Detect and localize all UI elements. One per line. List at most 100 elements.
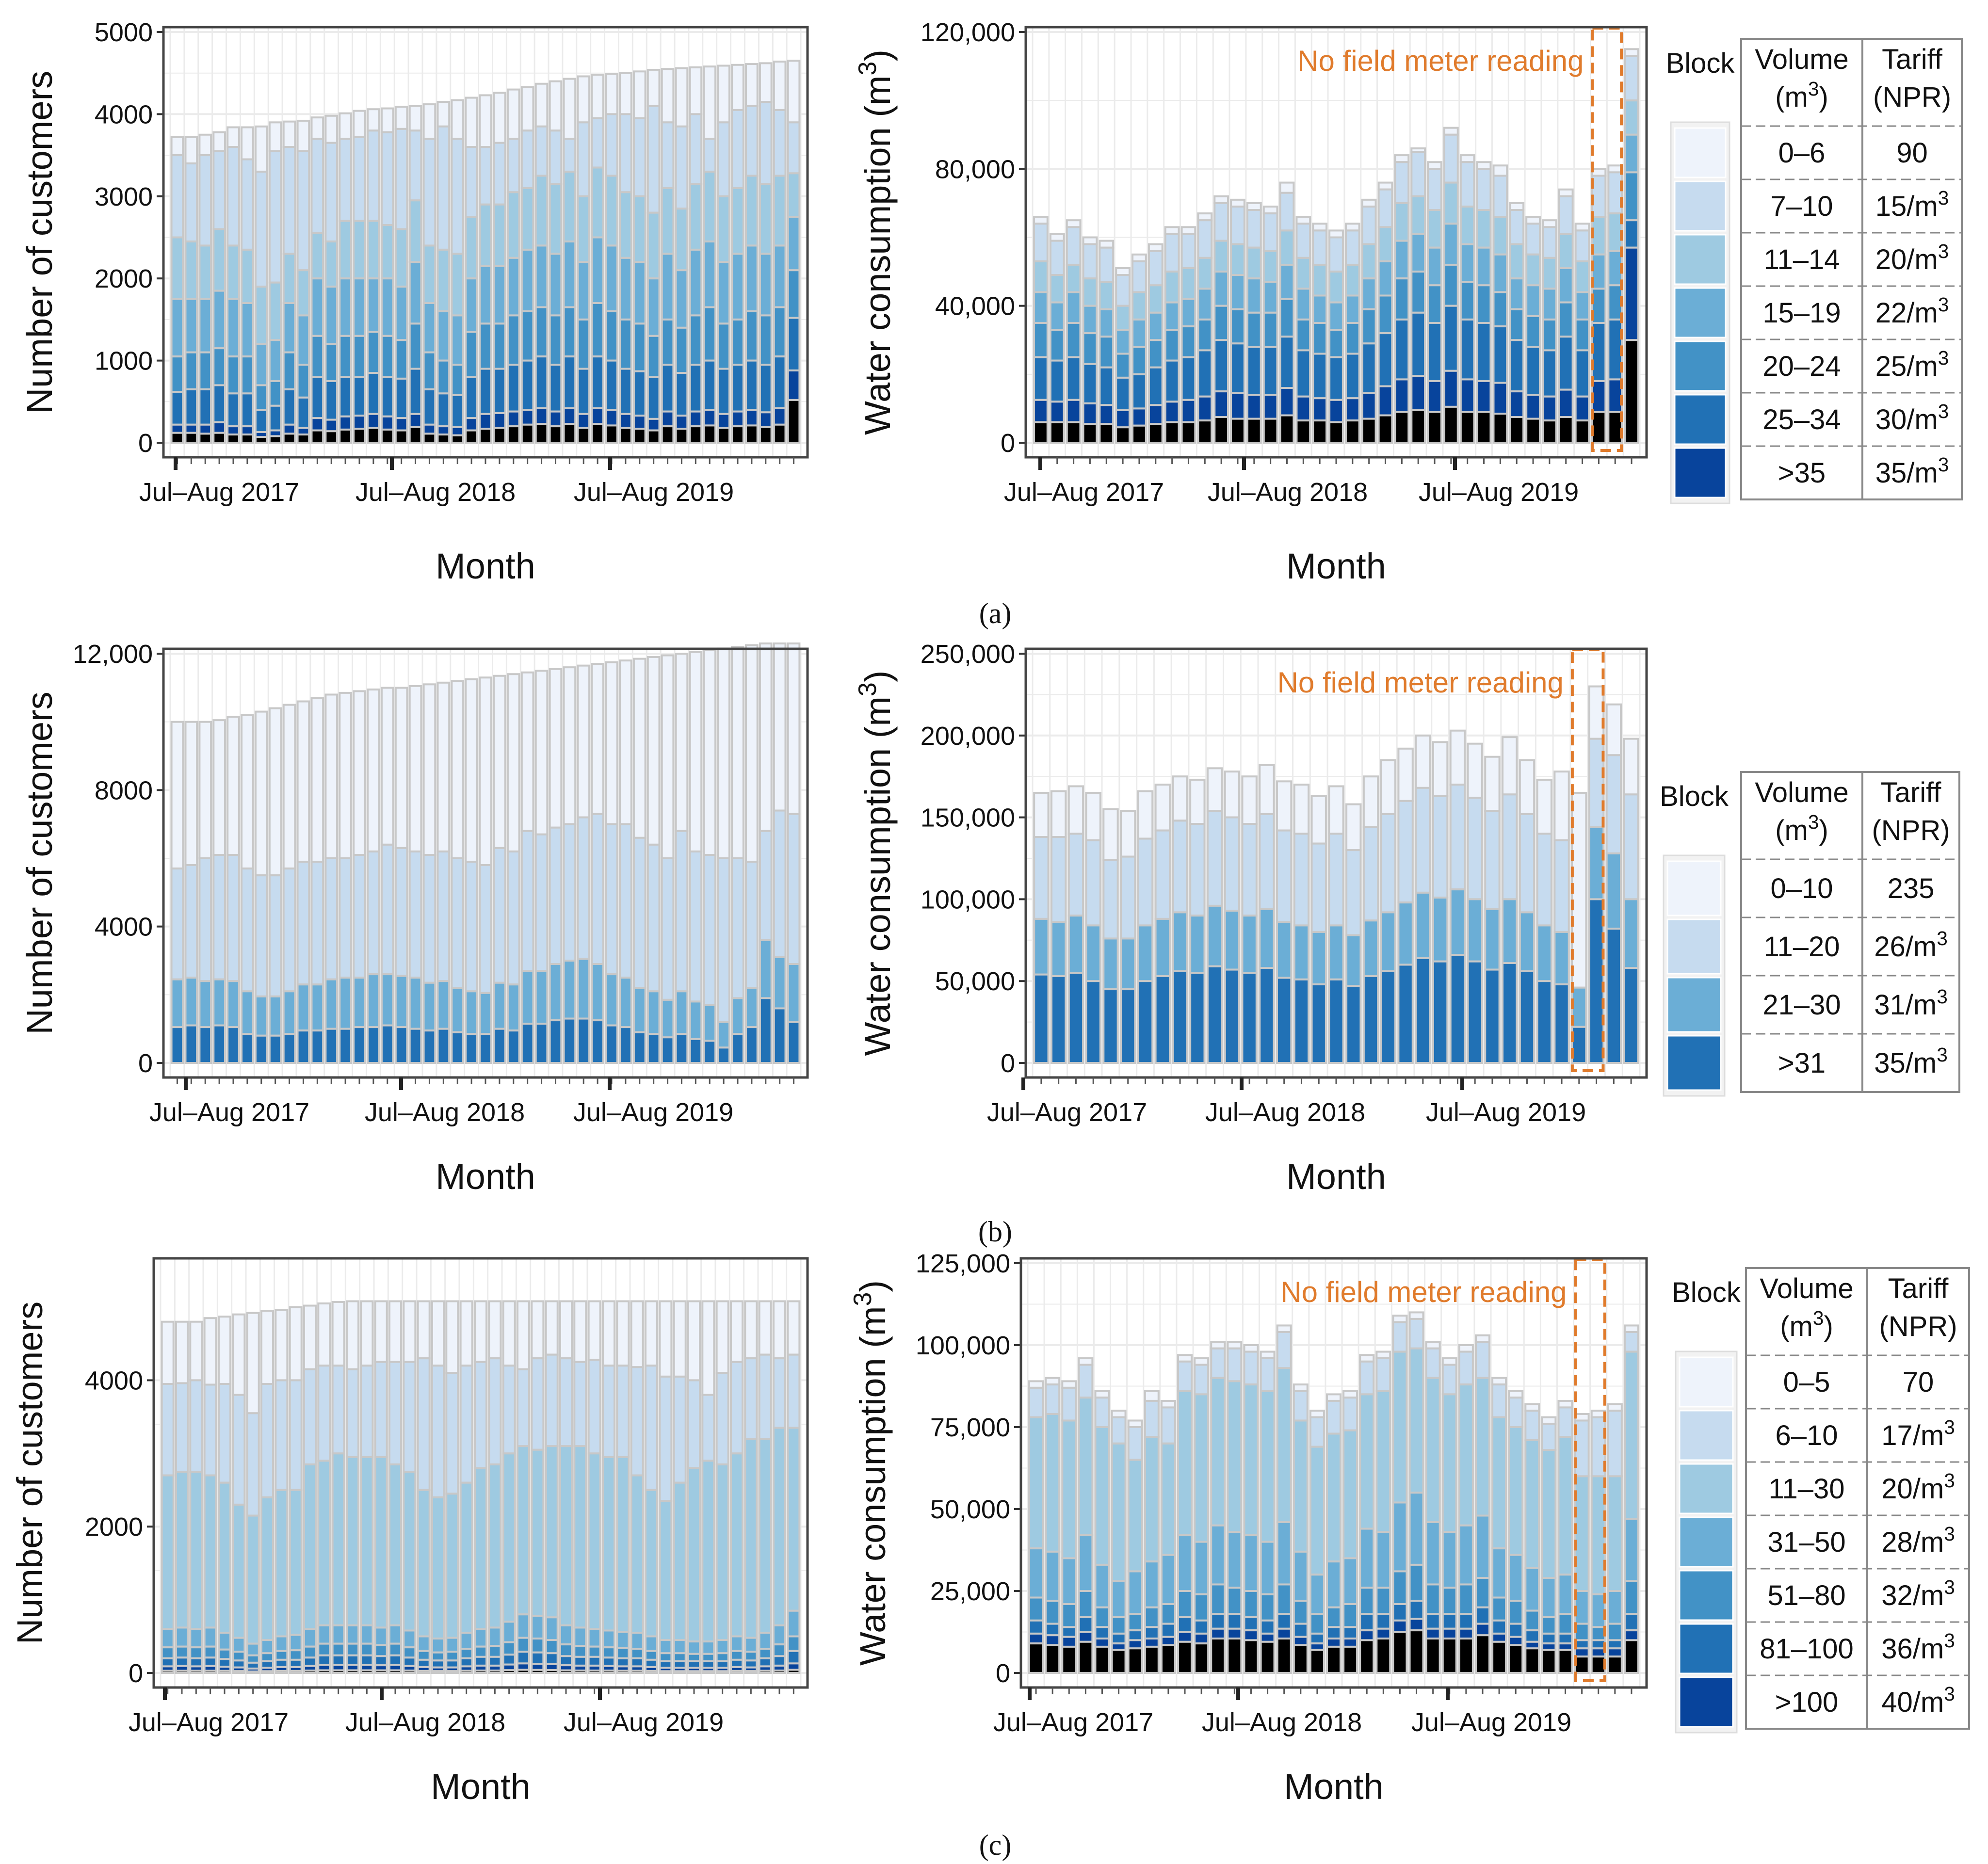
bar-segment — [217, 1481, 232, 1634]
bar-segment — [367, 372, 380, 415]
bar-segment — [1279, 229, 1295, 266]
bar-segment — [184, 162, 198, 242]
bar-segment — [473, 1628, 488, 1648]
bar-segment — [1342, 1603, 1358, 1628]
bar-segment — [1310, 983, 1327, 1064]
bar-segment — [534, 423, 549, 444]
bar-segment — [408, 426, 422, 444]
bar-segment — [1197, 219, 1213, 259]
bar-segment — [493, 203, 506, 267]
legend-tariff-header: Tariff — [1882, 44, 1943, 75]
bar-segment — [1328, 924, 1344, 980]
legend-volume-value: 31–50 — [1767, 1527, 1845, 1558]
bar-segment — [729, 1650, 744, 1661]
bar-segment — [1213, 271, 1229, 307]
bar-segment — [701, 1460, 715, 1643]
bar-segment — [212, 384, 226, 423]
y-axis-title: Number of customers — [19, 691, 60, 1034]
bar-segment — [1408, 1563, 1424, 1602]
bar-segment — [549, 1019, 563, 1064]
bar-segment — [1557, 1574, 1573, 1615]
no-field-reading-box — [1570, 648, 1605, 1072]
bar-segment — [1276, 829, 1293, 923]
bar-segment — [184, 1024, 198, 1064]
bar-segment — [1061, 1636, 1077, 1648]
bar-segment — [1045, 1600, 1061, 1625]
bar-segment — [1344, 223, 1360, 232]
bar-segment — [403, 1629, 417, 1649]
x-tick-label: Jul–Aug 2017 — [993, 1708, 1153, 1737]
bar-segment — [1230, 205, 1245, 245]
bar-segment — [1227, 1587, 1243, 1615]
bar-segment — [703, 409, 717, 427]
bar-segment — [360, 1654, 374, 1666]
bar-segment — [1309, 1613, 1325, 1635]
bar-segment — [1099, 246, 1115, 283]
bar-segment — [1049, 401, 1065, 423]
bar-segment — [563, 666, 577, 825]
bar-segment — [296, 396, 310, 429]
bar-segment — [493, 675, 506, 849]
bar-segment — [353, 690, 366, 856]
bar-segment — [559, 1669, 573, 1674]
bar-segment — [1474, 1606, 1490, 1625]
bar-segment — [1172, 820, 1188, 914]
bar-segment — [1408, 1318, 1424, 1350]
bar-segment — [619, 823, 632, 979]
bar-segment — [1049, 233, 1065, 242]
bar-segment — [1246, 202, 1262, 211]
bar-segment — [587, 1645, 601, 1658]
bar-segment — [717, 1021, 730, 1049]
panel-caption: (b) — [978, 1216, 1012, 1248]
bar-segment — [563, 240, 577, 308]
bar-segment — [1624, 55, 1639, 102]
bar-segment — [1607, 1403, 1623, 1412]
y-tick-label: 40,000 — [935, 292, 1015, 321]
bar-segment — [630, 1300, 644, 1368]
bar-segment — [1180, 325, 1196, 358]
bar-segment — [479, 864, 492, 994]
bar-segment — [1591, 216, 1607, 256]
bar-segment — [417, 1635, 431, 1652]
bar-segment — [1458, 1350, 1474, 1386]
bar-segment — [1408, 1600, 1424, 1620]
bar-segment — [1197, 288, 1213, 321]
bar-segment — [422, 981, 436, 1032]
x-tick-label: Jul–Aug 2019 — [1411, 1708, 1571, 1737]
bar-segment — [451, 434, 465, 444]
bar-segment — [226, 298, 240, 358]
bar-segment — [232, 1670, 246, 1674]
bar-segment — [647, 1033, 661, 1064]
bar-segment — [1508, 1623, 1524, 1638]
bar-segment — [479, 992, 492, 1035]
bar-segment — [1342, 1429, 1358, 1559]
bar-segment — [1623, 738, 1639, 796]
bar-segment — [773, 109, 787, 177]
bar-segment — [175, 1670, 189, 1674]
y-tick-label: 0 — [996, 1659, 1010, 1688]
bar-segment — [353, 977, 366, 1028]
bar-segment — [324, 430, 339, 444]
bar-segment — [1328, 236, 1344, 273]
bar-segment — [632, 370, 647, 417]
bar-segment — [573, 1445, 587, 1629]
bar-segment — [212, 1024, 226, 1064]
legend-tariff-value: 35/m3 — [1875, 453, 1949, 489]
bar-segment — [673, 1481, 687, 1641]
bar-segment — [731, 857, 744, 999]
bar-segment — [1099, 404, 1115, 425]
bar-segment — [1557, 1406, 1573, 1438]
bar-segment — [1623, 1613, 1639, 1632]
bar-segment — [605, 661, 618, 825]
bar-segment — [616, 1647, 630, 1659]
bar-segment — [1326, 1606, 1341, 1628]
bar-segment — [644, 1650, 659, 1661]
bar-segment — [1474, 1341, 1490, 1379]
bar-segment — [644, 1670, 659, 1674]
bar-segment — [1344, 419, 1360, 444]
bar-segment — [241, 302, 254, 358]
bar-segment — [260, 1660, 275, 1669]
bar-segment — [687, 1653, 701, 1662]
bar-segment — [647, 211, 661, 280]
legend-volume-value: >35 — [1778, 457, 1826, 489]
